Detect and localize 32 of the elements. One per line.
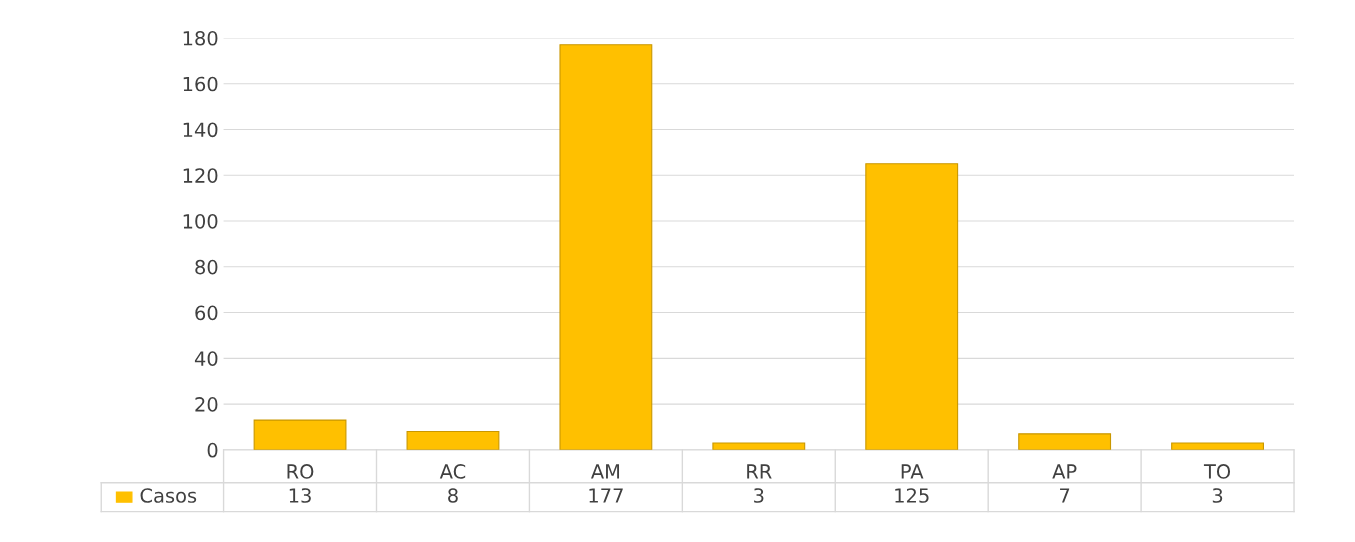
data-label: 177 xyxy=(589,488,623,503)
bar xyxy=(1171,442,1264,450)
x-tick-label: AC xyxy=(439,464,466,479)
y-tick-label: 180 xyxy=(183,30,218,46)
x-tick-label: RR xyxy=(747,464,772,479)
y-tick-label: 60 xyxy=(195,305,218,321)
bar xyxy=(253,419,347,450)
y-tick-label: 140 xyxy=(183,122,218,138)
y-tick-label: 40 xyxy=(194,351,218,366)
x-tick-label: AP xyxy=(1052,464,1077,479)
bar xyxy=(1018,433,1112,450)
bar xyxy=(865,163,959,450)
y-tick-label: 0 xyxy=(207,442,218,458)
data-label: 13 xyxy=(289,488,311,503)
y-tick-label: 160 xyxy=(183,76,218,92)
data-label: 3 xyxy=(1212,488,1223,503)
y-tick-label: 20 xyxy=(195,397,218,412)
data-label: 8 xyxy=(448,488,458,503)
x-tick-label: RO xyxy=(287,464,314,479)
bar xyxy=(559,44,653,450)
x-tick-label: TO xyxy=(1203,464,1231,479)
data-label: 125 xyxy=(895,488,929,503)
bar xyxy=(712,442,806,450)
data-label: 3 xyxy=(754,488,764,503)
y-tick-label: 100 xyxy=(183,213,218,229)
y-tick-label: 120 xyxy=(183,168,218,183)
bar xyxy=(406,430,500,450)
legend-label: Casos xyxy=(140,488,197,503)
x-tick-label: AM xyxy=(590,464,620,479)
data-label: 7 xyxy=(1060,488,1070,503)
y-tick-label: 80 xyxy=(195,259,218,275)
x-tick-label: PA xyxy=(901,464,924,479)
